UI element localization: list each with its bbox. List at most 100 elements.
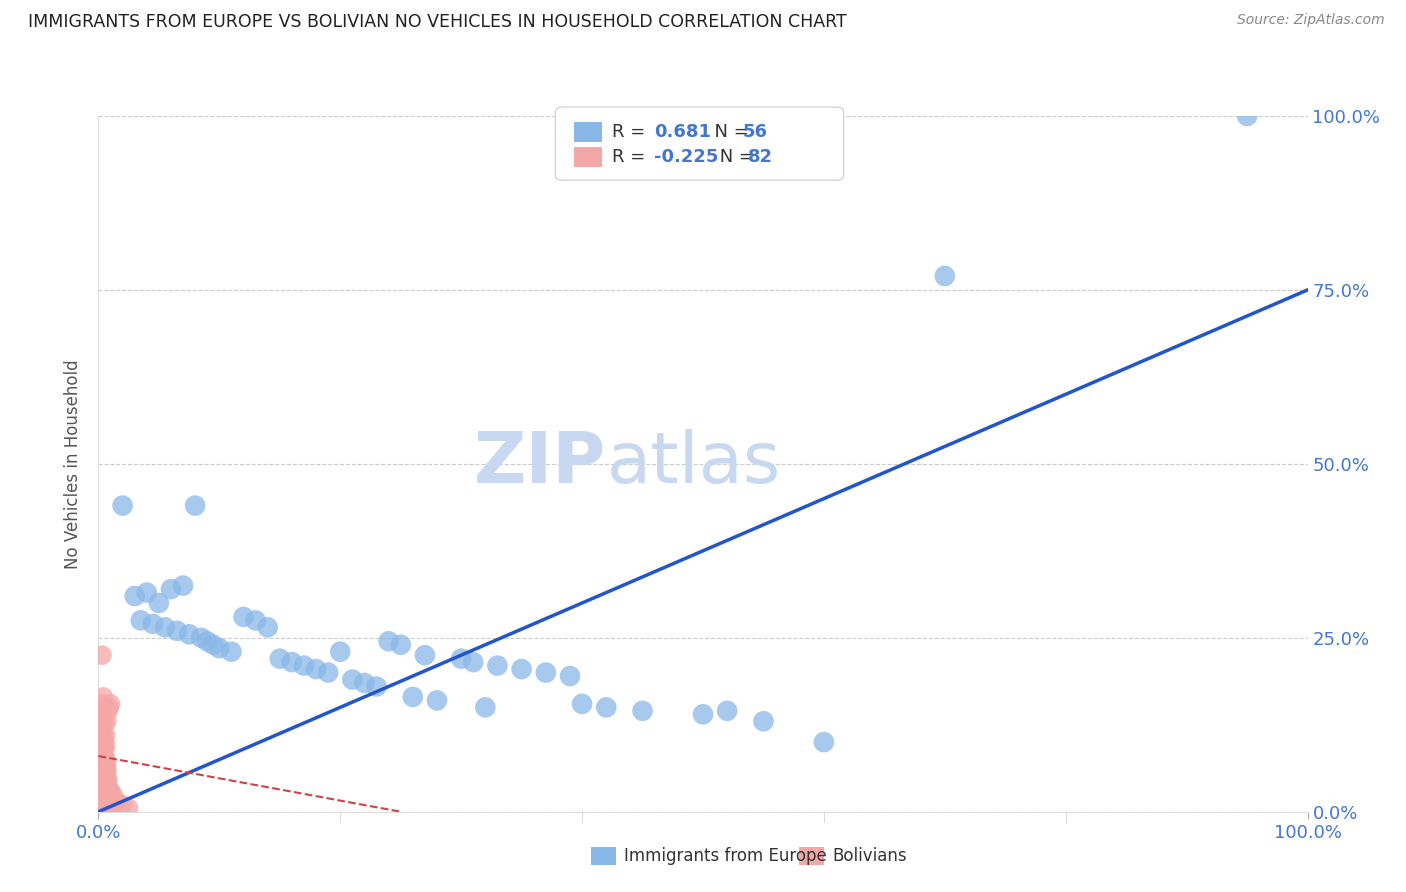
Point <box>91 768 114 782</box>
Point <box>96 763 118 777</box>
Point <box>91 746 114 760</box>
Point <box>101 801 124 815</box>
Point <box>90 747 112 762</box>
Point <box>100 784 122 798</box>
Point <box>118 801 141 815</box>
Point <box>631 704 654 718</box>
Point <box>142 616 165 631</box>
Point <box>91 803 114 817</box>
Point <box>463 655 485 669</box>
Text: -0.225: -0.225 <box>654 148 718 166</box>
Point <box>96 788 118 801</box>
Point <box>90 724 112 739</box>
Point <box>111 499 134 513</box>
Point <box>93 742 115 756</box>
Point <box>91 714 114 729</box>
Text: atlas: atlas <box>606 429 780 499</box>
Point <box>426 693 449 707</box>
Text: Immigrants from Europe: Immigrants from Europe <box>624 847 827 865</box>
Text: N =: N = <box>714 148 761 166</box>
Point <box>595 700 617 714</box>
Point <box>90 800 112 814</box>
Point <box>100 697 122 711</box>
Point <box>96 756 118 770</box>
Point <box>90 773 112 788</box>
Point <box>90 789 112 804</box>
Point <box>94 753 117 767</box>
Point <box>93 803 115 817</box>
Point <box>91 721 114 735</box>
Point <box>94 801 117 815</box>
Point <box>91 755 114 769</box>
Point <box>96 770 118 784</box>
Point <box>91 780 114 795</box>
Point <box>93 735 115 749</box>
Point <box>93 766 115 780</box>
Point <box>353 676 375 690</box>
Point <box>100 799 122 814</box>
Point <box>91 690 114 704</box>
Point <box>97 797 120 812</box>
Point <box>245 614 267 628</box>
Point <box>256 620 278 634</box>
Text: N =: N = <box>703 123 755 141</box>
Point <box>172 578 194 592</box>
Y-axis label: No Vehicles in Household: No Vehicles in Household <box>65 359 83 569</box>
Point <box>752 714 775 729</box>
Point <box>97 773 120 788</box>
Point <box>91 735 114 749</box>
Point <box>93 797 115 812</box>
Point <box>93 717 115 731</box>
Point <box>97 704 120 718</box>
Point <box>91 772 114 786</box>
Point <box>96 714 118 729</box>
Point <box>232 610 254 624</box>
Point <box>91 711 114 725</box>
Text: R =: R = <box>612 123 651 141</box>
Point <box>91 780 114 794</box>
Point <box>91 742 114 756</box>
Point <box>305 662 328 676</box>
Point <box>91 784 114 798</box>
Point <box>98 700 121 714</box>
Point <box>91 728 114 742</box>
Point <box>90 707 112 722</box>
Point <box>269 651 291 665</box>
Point <box>90 762 112 776</box>
Point <box>100 794 122 808</box>
Text: IMMIGRANTS FROM EUROPE VS BOLIVIAN NO VEHICLES IN HOUSEHOLD CORRELATION CHART: IMMIGRANTS FROM EUROPE VS BOLIVIAN NO VE… <box>28 13 846 31</box>
Point <box>208 641 231 656</box>
Point <box>1236 109 1258 123</box>
Point <box>716 704 738 718</box>
Point <box>97 803 120 817</box>
Point <box>93 766 115 780</box>
Point <box>98 784 121 798</box>
Text: 56: 56 <box>742 123 768 141</box>
Point <box>93 794 115 808</box>
Point <box>474 700 496 714</box>
Point <box>135 585 157 599</box>
Point <box>91 787 114 801</box>
Point <box>486 658 509 673</box>
Point <box>98 790 121 805</box>
Point <box>558 669 581 683</box>
Point <box>97 780 120 795</box>
Point <box>91 802 114 816</box>
Point <box>153 620 176 634</box>
Point <box>105 794 128 808</box>
Point <box>93 749 115 764</box>
Point <box>377 634 399 648</box>
Point <box>366 680 388 694</box>
Point <box>91 802 114 816</box>
Point <box>184 499 207 513</box>
Point <box>91 801 114 815</box>
Point <box>91 697 114 711</box>
Text: 82: 82 <box>748 148 773 166</box>
Point <box>91 780 114 795</box>
Point <box>510 662 533 676</box>
Point <box>91 794 114 808</box>
Point <box>316 665 339 680</box>
Point <box>179 627 201 641</box>
Point <box>389 638 412 652</box>
Point <box>91 795 114 809</box>
